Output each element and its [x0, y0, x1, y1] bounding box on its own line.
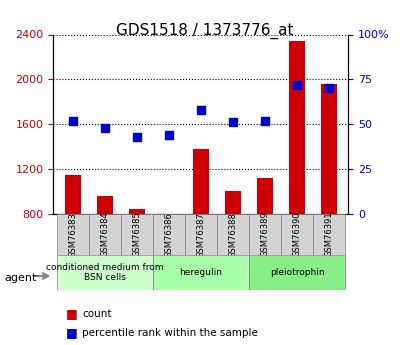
Text: GSM76390: GSM76390 — [292, 212, 301, 257]
Text: GSM76384: GSM76384 — [100, 212, 109, 257]
Bar — [225, 191, 240, 214]
Bar — [192, 149, 209, 214]
Bar — [320, 84, 337, 214]
Text: GSM76389: GSM76389 — [260, 212, 269, 257]
Text: percentile rank within the sample: percentile rank within the sample — [82, 328, 257, 338]
Text: GDS1518 / 1373776_at: GDS1518 / 1373776_at — [116, 22, 293, 39]
Text: GSM76391: GSM76391 — [324, 212, 333, 257]
FancyBboxPatch shape — [153, 255, 248, 290]
Point — [101, 125, 108, 130]
FancyBboxPatch shape — [216, 214, 248, 255]
Bar — [160, 214, 176, 215]
Bar — [256, 178, 272, 214]
Text: count: count — [82, 309, 111, 319]
Text: GSM76388: GSM76388 — [228, 212, 237, 257]
Point — [293, 82, 300, 88]
Text: agent: agent — [4, 273, 36, 283]
FancyBboxPatch shape — [153, 214, 184, 255]
Text: GSM76385: GSM76385 — [132, 212, 141, 257]
Text: GSM76386: GSM76386 — [164, 212, 173, 257]
Point — [261, 118, 268, 124]
Point — [69, 118, 76, 124]
FancyBboxPatch shape — [248, 214, 281, 255]
FancyBboxPatch shape — [248, 255, 344, 290]
Point — [133, 134, 139, 139]
Text: ■: ■ — [65, 326, 77, 339]
Text: conditioned medium from
BSN cells: conditioned medium from BSN cells — [46, 263, 163, 282]
Point — [165, 132, 172, 138]
Bar — [97, 196, 112, 214]
Bar — [64, 175, 81, 214]
FancyBboxPatch shape — [312, 214, 344, 255]
FancyBboxPatch shape — [281, 214, 312, 255]
Point — [197, 107, 204, 112]
FancyBboxPatch shape — [184, 214, 216, 255]
Point — [229, 120, 236, 125]
Text: ■: ■ — [65, 307, 77, 321]
FancyBboxPatch shape — [56, 255, 153, 290]
FancyBboxPatch shape — [56, 214, 88, 255]
Text: GSM76383: GSM76383 — [68, 212, 77, 257]
Text: GSM76387: GSM76387 — [196, 212, 205, 257]
Text: heregulin: heregulin — [179, 268, 222, 277]
FancyBboxPatch shape — [120, 214, 153, 255]
Bar — [288, 41, 304, 214]
FancyBboxPatch shape — [88, 214, 120, 255]
Bar — [128, 209, 144, 214]
Text: pleiotrophin: pleiotrophin — [269, 268, 324, 277]
Point — [325, 86, 332, 91]
